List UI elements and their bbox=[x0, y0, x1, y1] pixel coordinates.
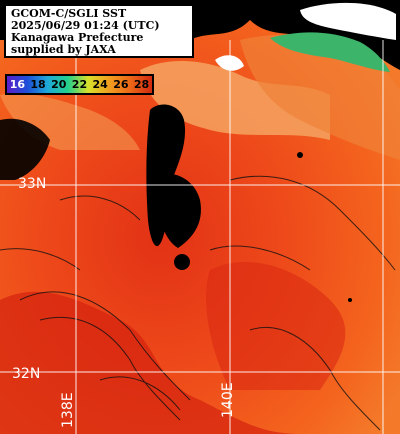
west-land bbox=[0, 118, 50, 180]
longitude-label-138e: 138E bbox=[60, 392, 76, 428]
scale-label-26: 26 bbox=[113, 78, 129, 91]
island-cluster bbox=[159, 173, 201, 248]
caption-timestamp: 2025/06/29 01:24 (UTC) bbox=[11, 19, 160, 32]
longitude-label-140e: 140E bbox=[220, 382, 236, 418]
caption-box: GCOM-C/SGLI SST 2025/06/29 01:24 (UTC) K… bbox=[4, 4, 194, 58]
caption-region: Kanagawa Prefecture bbox=[11, 31, 144, 44]
islet bbox=[348, 298, 352, 302]
latitude-label-32n: 32N bbox=[12, 366, 41, 382]
scale-label-16: 16 bbox=[9, 78, 25, 91]
scale-label-28: 28 bbox=[133, 78, 150, 91]
warm-current bbox=[0, 291, 300, 434]
latitude-label-33n: 33N bbox=[18, 176, 47, 192]
cool-coastal bbox=[140, 60, 330, 141]
islet bbox=[297, 152, 303, 158]
isotherms bbox=[0, 175, 396, 431]
cloud-patch bbox=[300, 2, 396, 41]
warm-eddy bbox=[206, 261, 346, 390]
scale-label-20: 20 bbox=[51, 78, 67, 91]
island bbox=[174, 254, 190, 270]
cool-east bbox=[240, 34, 400, 160]
cold-upwelling bbox=[270, 32, 390, 72]
graticule bbox=[0, 40, 400, 434]
caption-credit: supplied by JAXA bbox=[11, 43, 116, 56]
caption-title: GCOM-C/SGLI SST bbox=[11, 7, 127, 20]
scale-label-18: 18 bbox=[30, 78, 46, 91]
scale-label-22: 22 bbox=[71, 78, 88, 91]
scale-label-24: 24 bbox=[92, 78, 108, 91]
temperature-scale: 16 18 20 22 24 26 28 bbox=[5, 74, 154, 95]
